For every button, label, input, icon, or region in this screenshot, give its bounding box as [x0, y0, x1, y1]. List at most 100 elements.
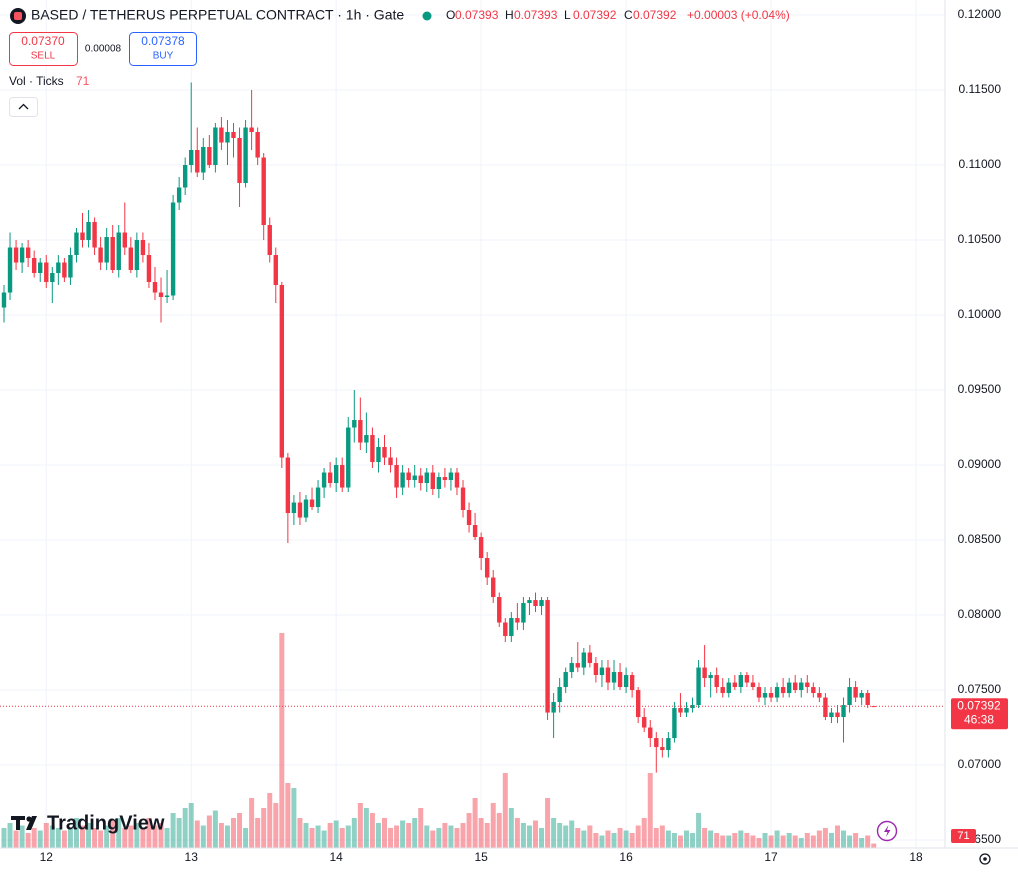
volume-bar — [43, 823, 49, 848]
candle-body — [376, 447, 381, 463]
volume-bar — [243, 828, 249, 848]
candle-body — [430, 472, 436, 490]
candle-body — [853, 687, 858, 698]
candle-body — [503, 622, 508, 637]
y-tick-label: 0.11000 — [959, 157, 1002, 171]
volume-bar — [49, 825, 55, 848]
candle-body — [497, 597, 502, 623]
candle-body — [219, 127, 224, 143]
volume-bar — [466, 813, 472, 848]
candle-body — [267, 225, 272, 256]
candle-body — [50, 273, 55, 283]
buy-label: BUY — [153, 51, 174, 62]
candle-body — [249, 127, 254, 133]
candle-body — [726, 682, 731, 694]
candle-body — [38, 262, 43, 274]
candle-body — [7, 247, 13, 293]
volume-bar — [188, 803, 194, 848]
candle-body — [327, 472, 333, 484]
volume-bar — [291, 788, 297, 848]
volume-bar — [400, 820, 406, 848]
collapse-button[interactable] — [9, 97, 38, 117]
volume-bar — [454, 828, 460, 848]
candle-body — [629, 675, 635, 691]
y-tick-label: 0.09000 — [958, 457, 1002, 471]
candle-body — [805, 682, 810, 688]
volume-bar — [762, 833, 768, 848]
candle-body — [466, 510, 472, 526]
buy-button[interactable] — [129, 32, 197, 66]
candle-body — [859, 693, 864, 698]
volume-bar — [587, 825, 593, 848]
candle-body — [406, 472, 411, 481]
volume-bar — [25, 833, 31, 848]
volume-bar — [375, 823, 381, 848]
candle-body — [454, 472, 460, 488]
candle-body — [122, 232, 127, 248]
logo-dot — [26, 816, 32, 822]
candle-body — [400, 472, 405, 488]
volume-bar — [436, 828, 442, 848]
candle-body — [684, 708, 689, 713]
candle-body — [279, 285, 285, 458]
volume-bar — [394, 825, 400, 848]
volume-bar — [593, 833, 599, 848]
candle-body — [80, 232, 85, 241]
candle-body — [527, 600, 532, 604]
candle-body — [394, 465, 399, 488]
volume-bar — [774, 830, 780, 848]
volume-bar — [683, 830, 689, 848]
volume-bar — [786, 833, 792, 848]
candle-body — [309, 499, 315, 508]
spread: 0.00008 — [85, 44, 122, 55]
candle-body — [237, 138, 242, 184]
sell-button[interactable] — [9, 32, 78, 66]
candle-body — [74, 232, 79, 256]
volume-bar — [430, 830, 436, 848]
candle-body — [744, 675, 750, 683]
volume-bar — [798, 838, 804, 848]
candle-body — [720, 687, 725, 694]
volume-bar — [665, 830, 671, 848]
volume-bar — [617, 828, 623, 848]
last-price-box — [951, 698, 1008, 730]
candle-body — [382, 447, 387, 458]
volume-bar — [255, 818, 261, 848]
candle-body — [56, 262, 61, 274]
volume-bar — [575, 828, 581, 848]
sell-price: 0.07370 — [21, 34, 65, 48]
y-tick-label: 0.12000 — [958, 7, 1002, 21]
volume-bar — [176, 818, 182, 848]
volume-bar — [321, 830, 327, 848]
volume-label-box — [951, 829, 976, 843]
volume-bar — [853, 833, 859, 848]
symbol-title[interactable]: BASED / TETHERUS PERPETUAL CONTRACT · 1h… — [31, 7, 404, 23]
settings-icon[interactable] — [979, 853, 991, 865]
volume-bar — [249, 798, 255, 848]
candle-body — [291, 502, 297, 514]
indicator-name[interactable]: Vol · Ticks — [9, 74, 64, 88]
ohlc-letter: C — [624, 8, 633, 22]
volume-bar — [206, 815, 212, 848]
candle-body — [448, 472, 454, 481]
candle-body — [515, 618, 520, 623]
candle-body — [370, 435, 375, 463]
candle-body — [243, 127, 248, 184]
candle-body — [86, 222, 91, 241]
candle-body — [780, 687, 786, 694]
volume-bar — [194, 820, 200, 848]
candle-body — [793, 682, 798, 691]
candle-body — [189, 150, 194, 166]
candle-body — [164, 295, 170, 298]
volume-bar — [182, 808, 188, 848]
sell-label: SELL — [31, 51, 56, 62]
y-tick-label: 0.10500 — [958, 232, 1002, 246]
y-tick-label: 0.07500 — [958, 682, 1002, 696]
candle-body — [303, 499, 309, 518]
volume-bar — [164, 828, 170, 848]
candle-body — [491, 577, 496, 598]
candle-body — [714, 675, 719, 688]
candle-body — [418, 475, 423, 484]
candle-body — [134, 240, 140, 271]
